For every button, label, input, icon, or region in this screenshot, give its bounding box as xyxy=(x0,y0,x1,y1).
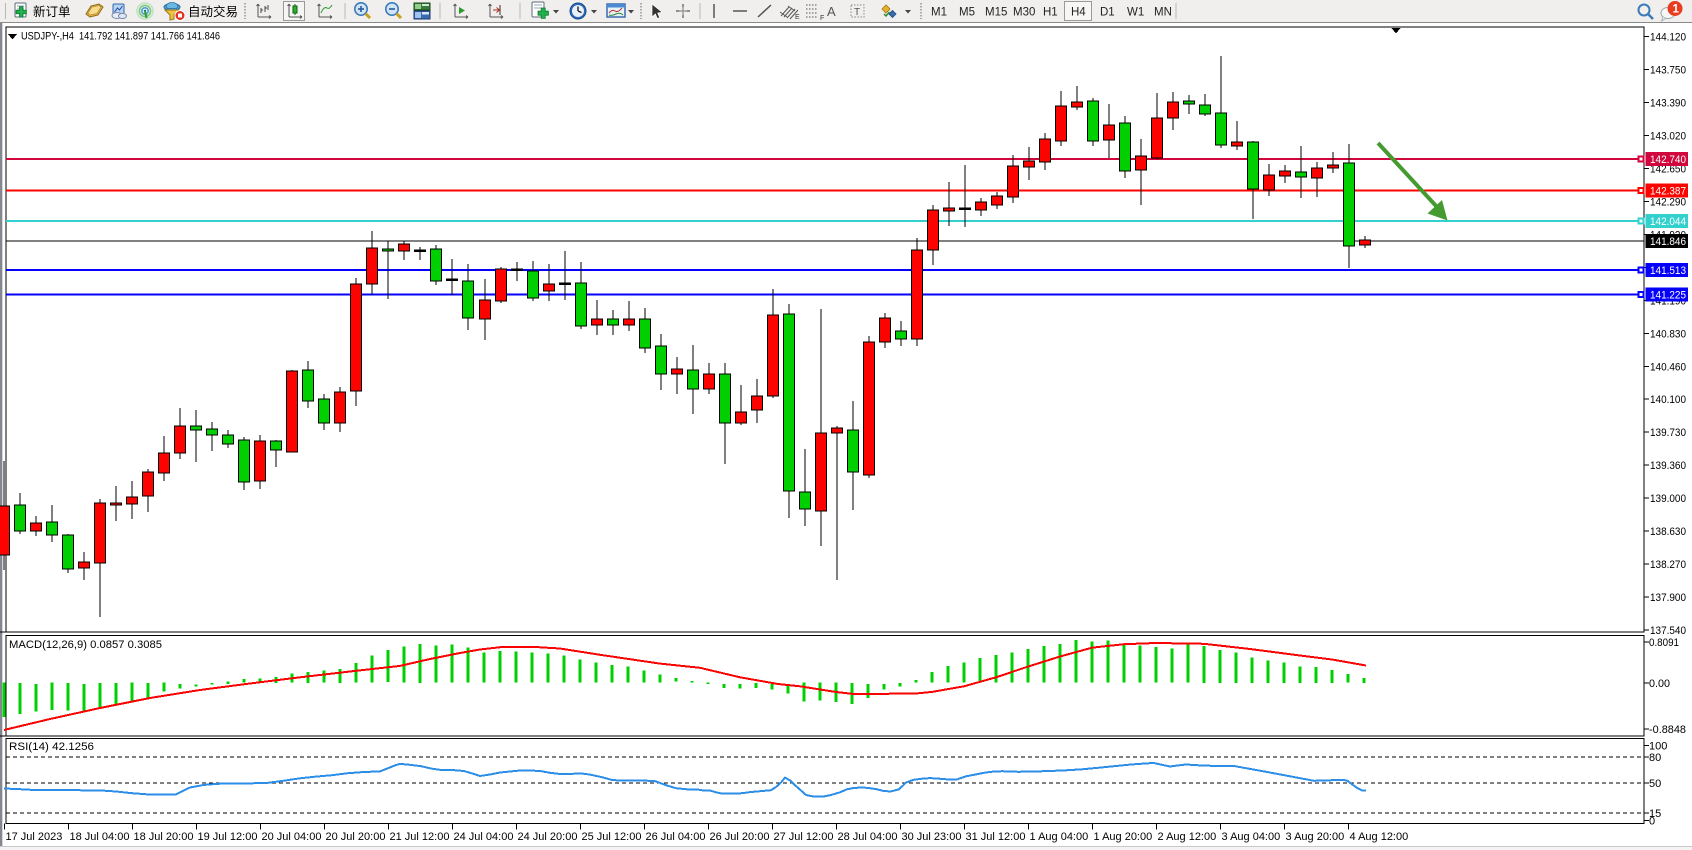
svg-text:30 Jul 23:00: 30 Jul 23:00 xyxy=(902,831,962,843)
svg-text:D1: D1 xyxy=(1100,7,1115,19)
svg-text:MACD(12,26,9) 0.0857 0.3085: MACD(12,26,9) 0.0857 0.3085 xyxy=(9,639,162,651)
svg-text:100: 100 xyxy=(1649,741,1667,753)
svg-text:25 Jul 12:00: 25 Jul 12:00 xyxy=(582,831,642,843)
svg-text:H4: H4 xyxy=(1071,7,1086,19)
svg-text:新订单: 新订单 xyxy=(33,4,71,19)
svg-text:18 Jul 20:00: 18 Jul 20:00 xyxy=(134,831,194,843)
svg-text:W1: W1 xyxy=(1127,7,1144,19)
svg-text:1: 1 xyxy=(1673,4,1680,16)
svg-text:1 Aug 04:00: 1 Aug 04:00 xyxy=(1030,831,1089,843)
svg-text:M1: M1 xyxy=(931,7,947,19)
svg-text:144.120: 144.120 xyxy=(1650,32,1686,44)
svg-text:142.740: 142.740 xyxy=(1650,154,1686,166)
svg-text:24 Jul 20:00: 24 Jul 20:00 xyxy=(518,831,578,843)
svg-text:141.846: 141.846 xyxy=(1650,236,1686,248)
svg-text:31 Jul 12:00: 31 Jul 12:00 xyxy=(966,831,1026,843)
svg-text:50: 50 xyxy=(1649,778,1661,790)
svg-text:26 Jul 04:00: 26 Jul 04:00 xyxy=(646,831,706,843)
svg-text:141.513: 141.513 xyxy=(1650,265,1686,277)
svg-text:0.00: 0.00 xyxy=(1649,678,1670,690)
svg-text:4 Aug 12:00: 4 Aug 12:00 xyxy=(1350,831,1409,843)
svg-text:-0.8848: -0.8848 xyxy=(1649,724,1686,736)
svg-text:142.044: 142.044 xyxy=(1650,216,1686,228)
svg-text:M5: M5 xyxy=(959,7,975,19)
svg-text:2 Aug 12:00: 2 Aug 12:00 xyxy=(1158,831,1217,843)
svg-text:18 Jul 04:00: 18 Jul 04:00 xyxy=(70,831,130,843)
svg-text:138.630: 138.630 xyxy=(1650,526,1686,538)
svg-text:143.390: 143.390 xyxy=(1650,98,1686,110)
svg-text:RSI(14) 42.1256: RSI(14) 42.1256 xyxy=(9,741,94,753)
svg-text:19 Jul 12:00: 19 Jul 12:00 xyxy=(198,831,258,843)
svg-text:142.387: 142.387 xyxy=(1650,185,1686,197)
svg-text:20 Jul 04:00: 20 Jul 04:00 xyxy=(262,831,322,843)
svg-text:142.290: 142.290 xyxy=(1650,196,1686,208)
svg-text:26 Jul 20:00: 26 Jul 20:00 xyxy=(710,831,770,843)
svg-text:20 Jul 20:00: 20 Jul 20:00 xyxy=(326,831,386,843)
svg-text:A: A xyxy=(827,4,836,19)
svg-text:138.270: 138.270 xyxy=(1650,559,1686,571)
svg-text:140.460: 140.460 xyxy=(1650,361,1686,373)
svg-text:H1: H1 xyxy=(1043,7,1058,19)
svg-text:3 Aug 04:00: 3 Aug 04:00 xyxy=(1222,831,1281,843)
svg-text:自动交易: 自动交易 xyxy=(188,4,238,19)
svg-text:24 Jul 04:00: 24 Jul 04:00 xyxy=(454,831,514,843)
svg-text:139.360: 139.360 xyxy=(1650,460,1686,472)
svg-text:140.830: 140.830 xyxy=(1650,328,1686,340)
svg-text:139.000: 139.000 xyxy=(1650,493,1686,505)
svg-text:143.750: 143.750 xyxy=(1650,65,1686,77)
svg-text:E: E xyxy=(795,14,800,21)
svg-text:28 Jul 04:00: 28 Jul 04:00 xyxy=(838,831,898,843)
svg-text:USDJPY-,H4 141.792 141.897 14: USDJPY-,H4 141.792 141.897 141.766 141.8… xyxy=(21,31,220,43)
svg-text:T: T xyxy=(854,7,860,18)
svg-text:0.8091: 0.8091 xyxy=(1649,637,1679,649)
svg-text:1 Aug 20:00: 1 Aug 20:00 xyxy=(1094,831,1153,843)
svg-text:140.100: 140.100 xyxy=(1650,394,1686,406)
svg-text:137.540: 137.540 xyxy=(1650,625,1686,637)
svg-text:142.650: 142.650 xyxy=(1650,164,1686,176)
svg-text:139.730: 139.730 xyxy=(1650,427,1686,439)
svg-text:143.020: 143.020 xyxy=(1650,131,1686,143)
svg-text:141.225: 141.225 xyxy=(1650,289,1686,301)
svg-text:MN: MN xyxy=(1154,7,1172,19)
svg-text:137.900: 137.900 xyxy=(1650,592,1686,604)
svg-text:17 Jul 2023: 17 Jul 2023 xyxy=(6,831,63,843)
svg-text:M30: M30 xyxy=(1013,7,1035,19)
svg-text:21 Jul 12:00: 21 Jul 12:00 xyxy=(390,831,450,843)
svg-text:15: 15 xyxy=(1649,808,1661,820)
svg-text:F: F xyxy=(820,15,824,22)
svg-text:M15: M15 xyxy=(985,7,1007,19)
svg-text:0: 0 xyxy=(1649,816,1655,828)
svg-text:80: 80 xyxy=(1649,752,1661,764)
svg-text:3 Aug 20:00: 3 Aug 20:00 xyxy=(1286,831,1345,843)
svg-text:27 Jul 12:00: 27 Jul 12:00 xyxy=(774,831,834,843)
